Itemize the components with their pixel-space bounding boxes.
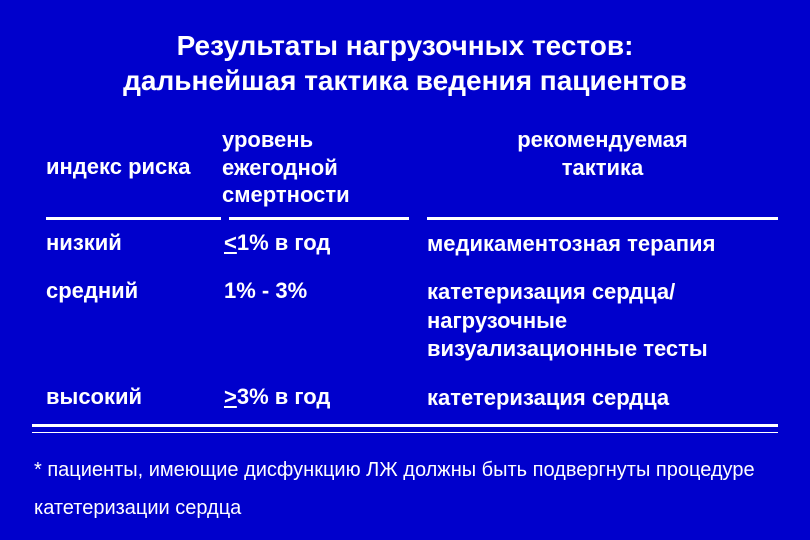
cell-risk: высокий [32,384,222,410]
header-tactic: рекомендуемая тактика [427,126,778,181]
table-header-row: индекс риска уровень ежегодной смертност… [32,126,778,217]
footnote: * пациенты, имеющие дисфункцию ЛЖ должны… [32,451,778,527]
slide-title: Результаты нагрузочных тестов: дальнейша… [32,28,778,98]
table-row: средний 1% - 3% катетеризация сердца/ на… [32,268,778,374]
table-row: высокий >3% в год катетеризация сердца [32,374,778,423]
table-bottom-rule-1 [32,424,778,427]
header-risk-index: индекс риска [32,154,222,180]
footnote-line-2: катетеризации сердца [34,489,778,527]
cell-tactic: катетеризация сердца/ нагрузочные визуал… [427,278,778,364]
cell-tactic: катетеризация сердца [427,384,778,413]
cell-tactic: медикаментозная терапия [427,230,778,259]
cell-risk: низкий [32,230,222,256]
cell-risk: средний [32,278,222,304]
table-row: низкий <1% в год медикаментозная терапия [32,220,778,269]
results-table: индекс риска уровень ежегодной смертност… [32,126,778,433]
footnote-line-1: * пациенты, имеющие дисфункцию ЛЖ должны… [34,451,778,489]
table-bottom-rule-2 [32,432,778,433]
title-line-1: Результаты нагрузочных тестов: [32,28,778,63]
cell-mortality: <1% в год [222,230,427,256]
cell-mortality: 1% - 3% [222,278,427,304]
header-mortality: уровень ежегодной смертности [222,126,427,209]
title-line-2: дальнейшая тактика ведения пациентов [32,63,778,98]
cell-mortality: >3% в год [222,384,427,410]
header-underline [32,217,778,220]
